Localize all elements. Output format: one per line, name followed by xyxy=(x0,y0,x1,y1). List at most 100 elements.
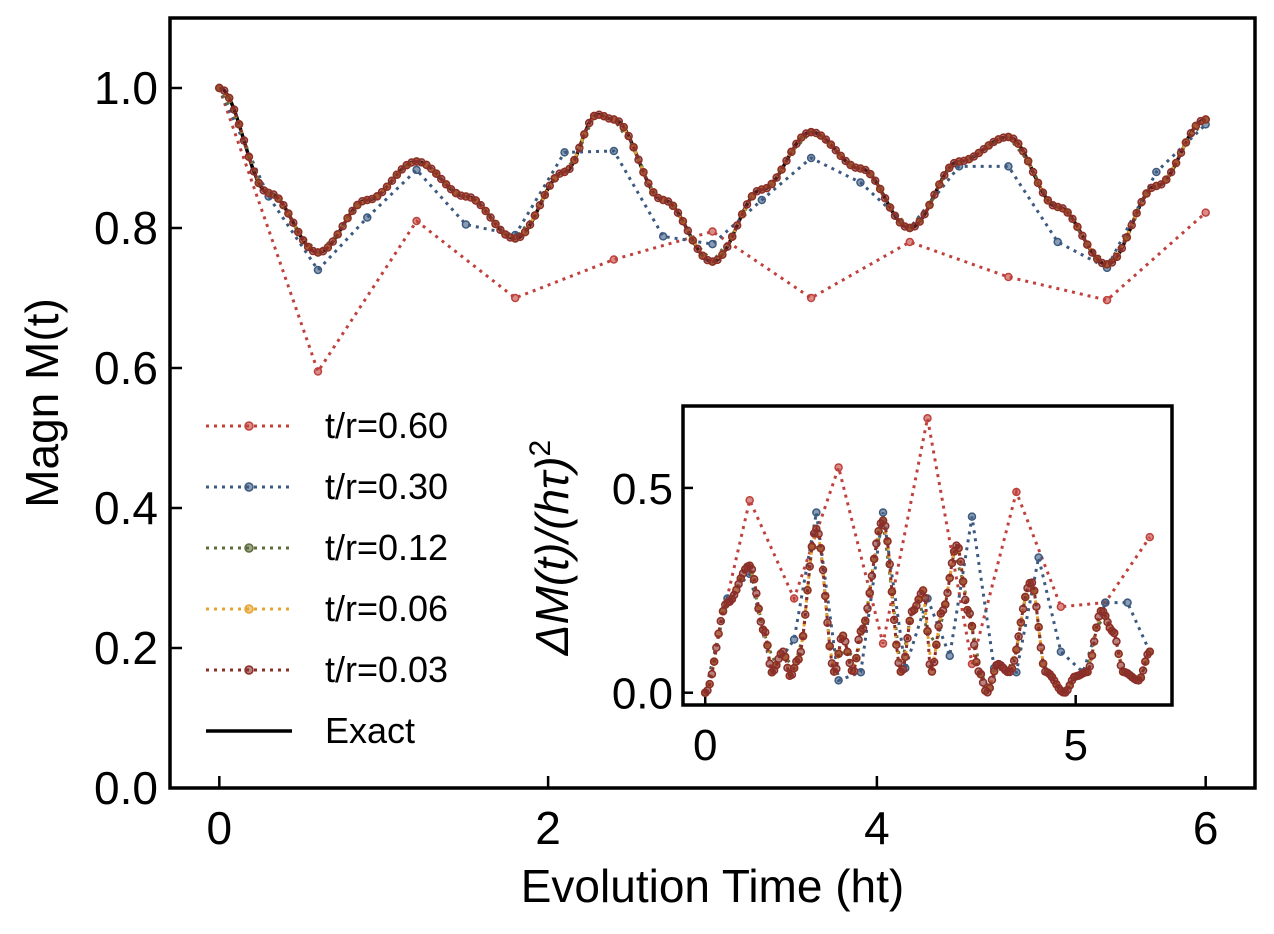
data-point xyxy=(535,201,545,210)
legend-label: t/r=0.12 xyxy=(325,527,448,568)
inset-data-point xyxy=(849,666,859,676)
inset-data-point xyxy=(923,414,932,423)
data-point xyxy=(1073,222,1082,232)
legend-item: t/r=0.30 xyxy=(206,466,448,507)
data-point xyxy=(1018,147,1028,156)
inset-data-point xyxy=(1101,598,1110,607)
x-tick-label: 4 xyxy=(864,802,890,854)
data-point xyxy=(387,176,397,185)
data-point xyxy=(688,236,698,245)
data-point xyxy=(1201,208,1210,217)
data-point xyxy=(540,190,550,200)
inset-data-point xyxy=(1141,657,1150,666)
data-point xyxy=(525,220,535,230)
data-point xyxy=(333,230,342,239)
inset-data-point xyxy=(1145,647,1155,657)
inset-data-point xyxy=(854,635,863,644)
data-point xyxy=(244,152,254,161)
inset-data-point xyxy=(872,539,881,548)
inset-data-point xyxy=(929,657,939,667)
legend-item: t/r=0.06 xyxy=(206,588,448,629)
data-point xyxy=(871,176,880,186)
data-point xyxy=(1161,175,1171,184)
inset-data-point xyxy=(801,610,810,619)
data-point xyxy=(644,179,653,188)
data-point xyxy=(624,131,633,141)
inset-data-point xyxy=(827,659,837,668)
legend-label: Exact xyxy=(325,710,415,751)
data-point xyxy=(274,194,283,203)
series-line xyxy=(217,87,1207,375)
x-axis-label: Evolution Time (ht) xyxy=(521,860,904,912)
data-point xyxy=(313,265,323,275)
inset-data-point xyxy=(861,616,870,625)
inset-data-point xyxy=(1012,645,1021,654)
data-point xyxy=(1083,240,1092,249)
inset-data-point xyxy=(945,651,954,661)
data-point xyxy=(432,169,441,178)
inset-data-point xyxy=(961,595,970,605)
inset-data-point xyxy=(823,618,832,627)
inset-data-point xyxy=(976,669,986,679)
inset-data-point xyxy=(1027,578,1037,587)
inset-data-point xyxy=(843,647,852,657)
data-point xyxy=(767,179,776,189)
data-point xyxy=(1102,295,1112,305)
inset-data-point xyxy=(812,508,821,517)
data-point xyxy=(249,167,259,176)
data-point xyxy=(382,182,392,191)
data-point xyxy=(515,232,525,242)
data-point xyxy=(530,211,540,220)
data-point xyxy=(940,170,949,180)
series-t-r-0-03 xyxy=(215,83,1210,269)
main-plot: 0 2 4 6 0.0 0.2 0.4 0.6 0.8 1.0 Evolution Time (ht… xyxy=(16,16,1257,912)
inset-y-axis-label-superscript: 2 xyxy=(524,440,557,457)
data-point xyxy=(545,181,554,190)
data-point xyxy=(1068,214,1077,224)
data-point xyxy=(609,255,619,264)
data-point xyxy=(614,117,624,126)
data-point xyxy=(481,206,490,216)
inset-y-axis-label: ΔM(t)/(hτ)2 xyxy=(524,440,578,657)
x-tick-label: 0 xyxy=(207,802,233,854)
inset-data-point xyxy=(1034,622,1043,632)
inset-data-point xyxy=(954,543,963,553)
inset-data-point xyxy=(756,617,766,626)
legend-item: Exact xyxy=(206,710,415,751)
data-point xyxy=(1023,156,1033,166)
series-t-r-0-60 xyxy=(215,83,1210,376)
data-point xyxy=(570,155,579,165)
legend-marker xyxy=(244,482,254,492)
data-point xyxy=(1181,138,1191,147)
data-point xyxy=(323,243,333,252)
inset-data-point xyxy=(825,641,834,651)
data-point xyxy=(1033,178,1043,188)
data-point xyxy=(437,174,446,184)
data-point xyxy=(713,255,722,265)
data-point xyxy=(806,153,816,163)
data-point xyxy=(565,164,574,174)
data-point xyxy=(239,136,249,145)
data-point xyxy=(678,217,688,226)
inset-data-point xyxy=(803,586,812,595)
data-point xyxy=(575,143,584,153)
inset-data-point xyxy=(881,521,890,531)
data-point xyxy=(486,213,495,222)
plot-frame xyxy=(168,16,1257,790)
data-point xyxy=(471,196,481,205)
data-point xyxy=(1157,180,1166,189)
inset-data-point xyxy=(947,558,957,568)
inset-data-point xyxy=(852,653,861,663)
inset-y-axis-label-text: ΔM(t)/(hτ) xyxy=(526,456,578,656)
data-point xyxy=(1088,248,1097,257)
inset-data-point xyxy=(878,508,888,517)
legend-item: t/r=0.12 xyxy=(206,527,448,568)
data-point xyxy=(920,210,929,219)
inset-data-point xyxy=(874,526,883,536)
inset-data-point xyxy=(878,639,888,648)
data-point xyxy=(792,139,801,149)
x-tick-label: 2 xyxy=(535,802,561,854)
data-point xyxy=(866,169,875,179)
inset-data-point xyxy=(796,647,806,657)
inset-data-point xyxy=(987,675,997,685)
